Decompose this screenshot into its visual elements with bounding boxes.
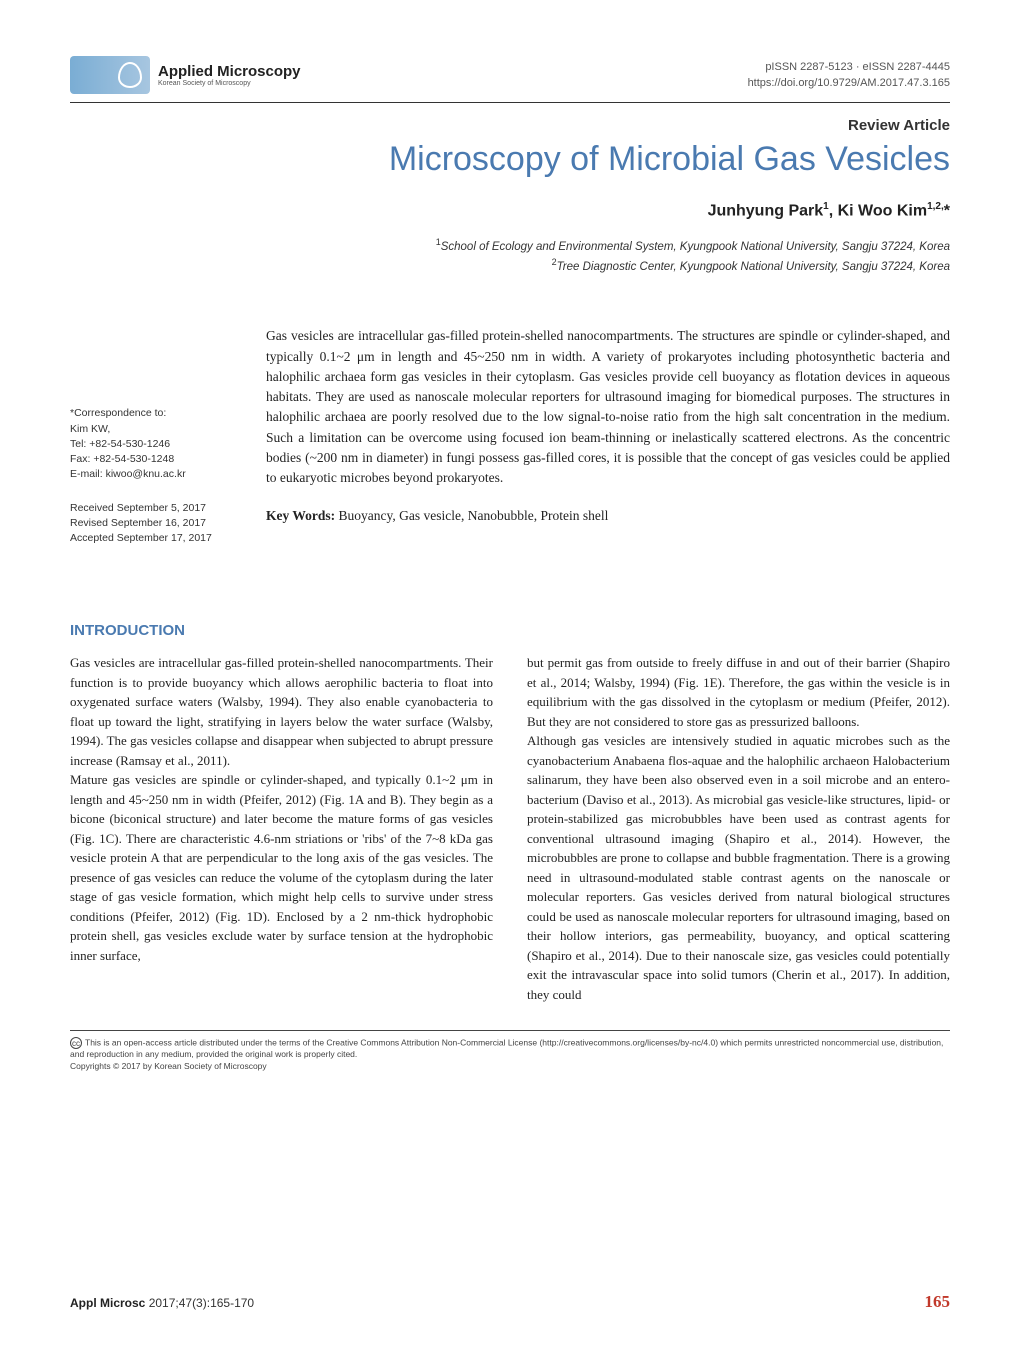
correspondence-name: Kim KW, [70, 422, 238, 437]
date-accepted: Accepted September 17, 2017 [70, 531, 238, 546]
column-right: but permit gas from outside to freely di… [527, 653, 950, 1004]
footer: Appl Microsc 2017;47(3):165-170 165 [70, 1292, 950, 1312]
article-type: Review Article [70, 117, 950, 134]
column-left: Gas vesicles are intracellular gas-fille… [70, 653, 493, 1004]
date-received: Received September 5, 2017 [70, 501, 238, 516]
affiliations: 1School of Ecology and Environmental Sys… [70, 236, 950, 276]
journal-name-block: Applied Microscopy Korean Society of Mic… [158, 63, 301, 87]
dates-block: Received September 5, 2017 Revised Septe… [70, 501, 238, 547]
affiliation-1: 1School of Ecology and Environmental Sys… [70, 236, 950, 256]
license-block: ccThis is an open-access article distrib… [70, 1030, 950, 1073]
abstract-body: Gas vesicles are intracellular gas-fille… [266, 326, 950, 564]
journal-logo: Applied Microscopy Korean Society of Mic… [70, 56, 301, 94]
page-number: 165 [925, 1292, 951, 1312]
header-row: Applied Microscopy Korean Society of Mic… [70, 56, 950, 102]
body-p4: Although gas vesicles are intensively st… [527, 731, 950, 1004]
correspondence-tel: Tel: +82-54-530-1246 [70, 437, 238, 452]
correspondence-fax: Fax: +82-54-530-1248 [70, 452, 238, 467]
correspondence-block: *Correspondence to: Kim KW, Tel: +82-54-… [70, 406, 238, 482]
keywords-text: Buoyancy, Gas vesicle, Nanobubble, Prote… [335, 508, 608, 523]
footer-citation: Appl Microsc 2017;47(3):165-170 [70, 1294, 254, 1312]
issn-line: pISSN 2287-5123 · eISSN 2287-4445 [748, 59, 950, 76]
keywords: Key Words: Buoyancy, Gas vesicle, Nanobu… [266, 506, 950, 526]
header-rule [70, 102, 950, 103]
article-title: Microscopy of Microbial Gas Vesicles [70, 140, 950, 179]
journal-subtitle: Korean Society of Microscopy [158, 80, 301, 87]
correspondence-email: E-mail: kiwoo@knu.ac.kr [70, 467, 238, 482]
keywords-label: Key Words: [266, 508, 335, 523]
body-p1: Gas vesicles are intracellular gas-fille… [70, 653, 493, 770]
abstract-text: Gas vesicles are intracellular gas-fille… [266, 326, 950, 488]
body-columns: Gas vesicles are intracellular gas-fille… [70, 653, 950, 1004]
correspondence-label: *Correspondence to: [70, 406, 238, 421]
authors: Junhyung Park1, Ki Woo Kim1,2,* [70, 201, 950, 220]
copyright-text: Copyrights © 2017 by Korean Society of M… [70, 1061, 950, 1073]
section-heading-introduction: INTRODUCTION [70, 622, 950, 639]
footer-cite: 2017;47(3):165-170 [149, 1296, 254, 1310]
date-revised: Revised September 16, 2017 [70, 516, 238, 531]
license-text: This is an open-access article distribut… [70, 1037, 943, 1059]
logo-icon [70, 56, 150, 94]
header-meta: pISSN 2287-5123 · eISSN 2287-4445 https:… [748, 59, 950, 92]
abstract-area: *Correspondence to: Kim KW, Tel: +82-54-… [70, 326, 950, 564]
footer-journal: Appl Microsc [70, 1296, 149, 1310]
sidebar: *Correspondence to: Kim KW, Tel: +82-54-… [70, 326, 238, 564]
body-p3: but permit gas from outside to freely di… [527, 653, 950, 731]
doi-line: https://doi.org/10.9729/AM.2017.47.3.165 [748, 75, 950, 92]
affiliation-2: 2Tree Diagnostic Center, Kyungpook Natio… [70, 256, 950, 276]
cc-icon: cc [70, 1037, 82, 1049]
journal-name: Applied Microscopy [158, 63, 301, 80]
body-p2: Mature gas vesicles are spindle or cylin… [70, 770, 493, 965]
